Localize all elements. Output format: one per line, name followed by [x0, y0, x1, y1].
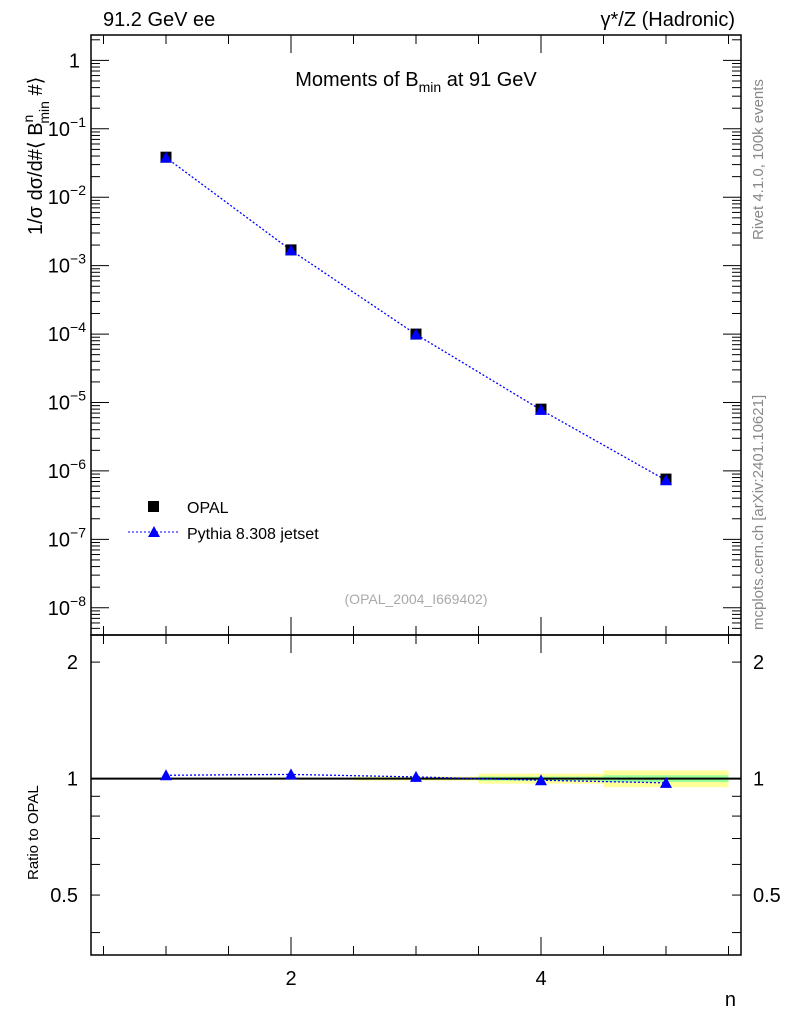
- y-tick-label: 1: [69, 50, 80, 72]
- legend-pythia-label: Pythia 8.308 jetset: [187, 526, 319, 543]
- mc-point: [410, 770, 422, 782]
- mc-point: [160, 769, 172, 781]
- mc-point: [660, 474, 672, 486]
- y-tick-label-right: 1: [753, 769, 764, 791]
- y-tick-label-right: 2: [753, 652, 764, 674]
- annotation: (OPAL_2004_I669402): [345, 591, 488, 607]
- mc-line: [165, 157, 667, 481]
- mc-point: [410, 328, 422, 340]
- mcplots-label: mcplots.cern.ch [arXiv:2401.10621]: [750, 395, 767, 630]
- mc-point: [535, 774, 547, 786]
- legend-pythia-marker: [148, 526, 160, 537]
- legend-opal-marker: [148, 501, 159, 512]
- y-tick-label: 10−5: [48, 388, 86, 415]
- mc-line: [165, 773, 667, 784]
- plot-frame: [90, 634, 742, 956]
- x-axis-label: n: [725, 989, 736, 1011]
- y-tick-label: 10−7: [48, 524, 86, 551]
- y-tick-label: 10−8: [48, 593, 86, 620]
- mc-point: [285, 244, 297, 256]
- legend-opal-label: OPAL: [187, 500, 229, 517]
- mc-point: [160, 151, 172, 163]
- x-tick-label: 4: [535, 968, 546, 990]
- y-tick-label: 0.5: [50, 885, 78, 907]
- y-tick-label: 10−2: [48, 182, 86, 209]
- y-tick-label: 1: [67, 769, 78, 791]
- header-left: 91.2 GeV ee: [103, 9, 215, 31]
- rivet-label: Rivet 4.1.0, 100k events: [750, 79, 767, 240]
- y-tick-label: 10−3: [48, 251, 86, 278]
- y-tick-label: 2: [67, 652, 78, 674]
- ratio-y-label: Ratio to OPAL: [25, 785, 42, 880]
- mc-point: [285, 768, 297, 780]
- mc-point: [535, 403, 547, 415]
- legend: OPAL Pythia 8.308 jetset: [128, 500, 319, 543]
- y-tick-label: 10−4: [48, 319, 86, 346]
- y-tick-label-right: 0.5: [753, 885, 781, 907]
- y-tick-label: 10−6: [48, 456, 86, 483]
- header-right: γ*/Z (Hadronic): [601, 9, 735, 31]
- y-axis-label: 1/σ dσ/d#⟨ Bnmin #⟩: [20, 77, 52, 235]
- x-tick-label: 2: [285, 968, 296, 990]
- mc-point: [660, 776, 672, 788]
- y-tick-label: 10−1: [48, 114, 86, 141]
- chart-title: Moments of Bmin at 91 GeV: [295, 69, 537, 95]
